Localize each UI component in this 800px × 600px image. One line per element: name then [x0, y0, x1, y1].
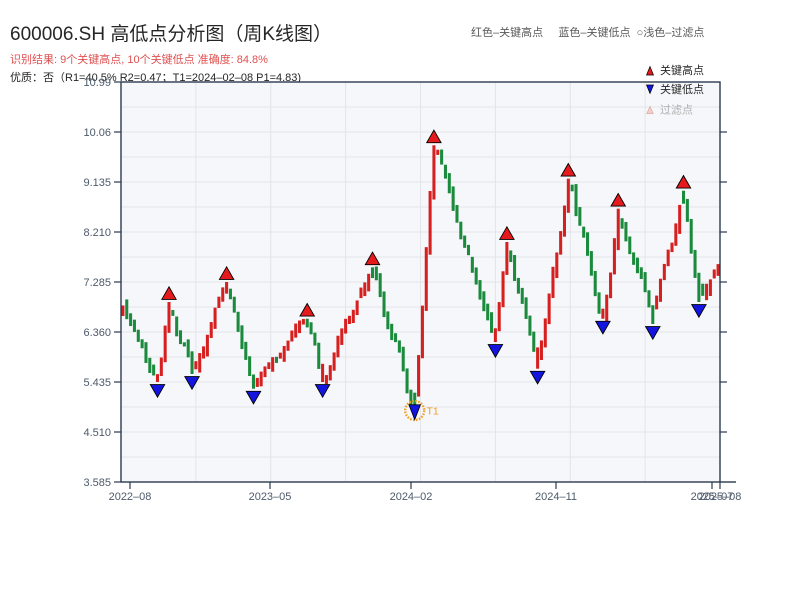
svg-text:2022–08: 2022–08 [109, 491, 152, 503]
svg-text:2025–08: 2025–08 [699, 491, 742, 503]
svg-text:T1: T1 [427, 406, 439, 418]
svg-text:过滤点: 过滤点 [660, 104, 693, 117]
svg-text:5.435: 5.435 [83, 377, 111, 389]
svg-text:2024–02: 2024–02 [390, 491, 433, 503]
svg-text:7.285: 7.285 [83, 277, 111, 289]
svg-text:8.210: 8.210 [83, 227, 111, 239]
svg-text:3.585: 3.585 [83, 477, 111, 489]
svg-text:10.06: 10.06 [83, 127, 111, 139]
svg-text:2023–05: 2023–05 [249, 491, 292, 503]
svg-text:关键高点: 关键高点 [660, 63, 704, 77]
svg-text:6.360: 6.360 [83, 327, 111, 339]
svg-text:9.135: 9.135 [83, 177, 111, 189]
svg-text:关键低点: 关键低点 [660, 82, 704, 96]
svg-text:10.99: 10.99 [83, 77, 111, 89]
svg-text:4.510: 4.510 [83, 427, 111, 439]
svg-text:2024–11: 2024–11 [535, 491, 577, 503]
